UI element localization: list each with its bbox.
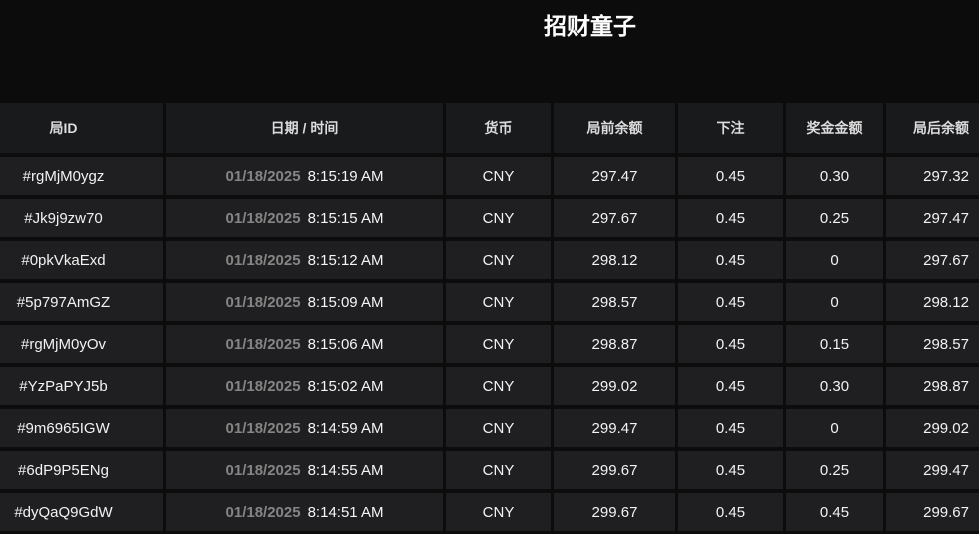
cell-balance-before: 299.67 (554, 493, 675, 531)
cell-balance-after: 299.67 (886, 493, 979, 531)
date-value: 01/18/2025 (225, 503, 301, 521)
time-value: 8:15:12 AM (307, 251, 384, 269)
time-value: 8:15:02 AM (307, 377, 384, 395)
cell-bet: 0.45 (678, 325, 783, 363)
cell-round-id: #rgMjM0yOv (0, 325, 163, 363)
cell-currency: CNY (446, 199, 551, 237)
date-value: 01/18/2025 (225, 419, 301, 437)
cell-currency: CNY (446, 325, 551, 363)
cell-currency: CNY (446, 409, 551, 447)
cell-bet: 0.45 (678, 283, 783, 321)
time-value: 8:15:06 AM (307, 335, 384, 353)
cell-bet: 0.45 (678, 157, 783, 195)
cell-prize-amount: 0.15 (786, 325, 883, 363)
cell-date-time: 01/18/2025 8:15:12 AM (166, 241, 443, 279)
cell-bet: 0.45 (678, 367, 783, 405)
date-value: 01/18/2025 (225, 461, 301, 479)
cell-balance-after: 298.12 (886, 283, 979, 321)
cell-round-id: #rgMjM0ygz (0, 157, 163, 195)
date-value: 01/18/2025 (225, 209, 301, 227)
cell-balance-before: 299.47 (554, 409, 675, 447)
cell-round-id: #Jk9j9zw70 (0, 199, 163, 237)
cell-balance-before: 297.47 (554, 157, 675, 195)
column-header-prize-amount: 奖金金额 (786, 103, 883, 153)
cell-round-id: #6dP9P5ENg (0, 451, 163, 489)
cell-balance-before: 299.67 (554, 451, 675, 489)
cell-currency: CNY (446, 283, 551, 321)
game-history-table: 局ID 日期 / 时间 货币 局前余额 下注 奖金金额 局后余额 #rgMjM0… (0, 103, 979, 531)
time-value: 8:15:19 AM (307, 167, 384, 185)
cell-balance-after: 299.47 (886, 451, 979, 489)
cell-round-id: #9m6965IGW (0, 409, 163, 447)
cell-date-time: 01/18/2025 8:14:59 AM (166, 409, 443, 447)
cell-balance-before: 298.87 (554, 325, 675, 363)
cell-balance-before: 299.02 (554, 367, 675, 405)
cell-bet: 0.45 (678, 199, 783, 237)
date-value: 01/18/2025 (225, 293, 301, 311)
column-header-round-id: 局ID (0, 103, 163, 153)
cell-balance-after: 297.47 (886, 199, 979, 237)
cell-balance-before: 298.57 (554, 283, 675, 321)
time-value: 8:15:15 AM (307, 209, 384, 227)
page-title: 招财童子 (544, 13, 636, 39)
cell-date-time: 01/18/2025 8:14:51 AM (166, 493, 443, 531)
column-header-currency: 货币 (446, 103, 551, 153)
cell-balance-after: 297.32 (886, 157, 979, 195)
cell-balance-after: 299.02 (886, 409, 979, 447)
time-value: 8:14:51 AM (307, 503, 384, 521)
cell-currency: CNY (446, 157, 551, 195)
time-value: 8:14:55 AM (307, 461, 384, 479)
column-header-bet: 下注 (678, 103, 783, 153)
cell-date-time: 01/18/2025 8:15:09 AM (166, 283, 443, 321)
cell-currency: CNY (446, 241, 551, 279)
cell-prize-amount: 0.45 (786, 493, 883, 531)
cell-currency: CNY (446, 451, 551, 489)
column-header-date-time: 日期 / 时间 (166, 103, 443, 153)
column-header-balance-after: 局后余额 (886, 103, 979, 153)
cell-prize-amount: 0.30 (786, 157, 883, 195)
date-value: 01/18/2025 (225, 335, 301, 353)
cell-round-id: #0pkVkaExd (0, 241, 163, 279)
date-value: 01/18/2025 (225, 251, 301, 269)
cell-round-id: #YzPaPYJ5b (0, 367, 163, 405)
time-value: 8:14:59 AM (307, 419, 384, 437)
cell-prize-amount: 0 (786, 283, 883, 321)
cell-balance-after: 298.87 (886, 367, 979, 405)
cell-currency: CNY (446, 367, 551, 405)
cell-prize-amount: 0 (786, 409, 883, 447)
cell-prize-amount: 0.25 (786, 199, 883, 237)
cell-prize-amount: 0.25 (786, 451, 883, 489)
cell-balance-before: 298.12 (554, 241, 675, 279)
cell-prize-amount: 0.30 (786, 367, 883, 405)
cell-bet: 0.45 (678, 241, 783, 279)
date-value: 01/18/2025 (225, 377, 301, 395)
cell-round-id: #dyQaQ9GdW (0, 493, 163, 531)
cell-balance-after: 297.67 (886, 241, 979, 279)
cell-currency: CNY (446, 493, 551, 531)
cell-date-time: 01/18/2025 8:15:19 AM (166, 157, 443, 195)
cell-date-time: 01/18/2025 8:15:06 AM (166, 325, 443, 363)
cell-bet: 0.45 (678, 409, 783, 447)
cell-bet: 0.45 (678, 493, 783, 531)
cell-bet: 0.45 (678, 451, 783, 489)
cell-date-time: 01/18/2025 8:14:55 AM (166, 451, 443, 489)
cell-balance-after: 298.57 (886, 325, 979, 363)
cell-balance-before: 297.67 (554, 199, 675, 237)
cell-date-time: 01/18/2025 8:15:02 AM (166, 367, 443, 405)
time-value: 8:15:09 AM (307, 293, 384, 311)
cell-date-time: 01/18/2025 8:15:15 AM (166, 199, 443, 237)
date-value: 01/18/2025 (225, 167, 301, 185)
cell-prize-amount: 0 (786, 241, 883, 279)
column-header-balance-before: 局前余额 (554, 103, 675, 153)
cell-round-id: #5p797AmGZ (0, 283, 163, 321)
